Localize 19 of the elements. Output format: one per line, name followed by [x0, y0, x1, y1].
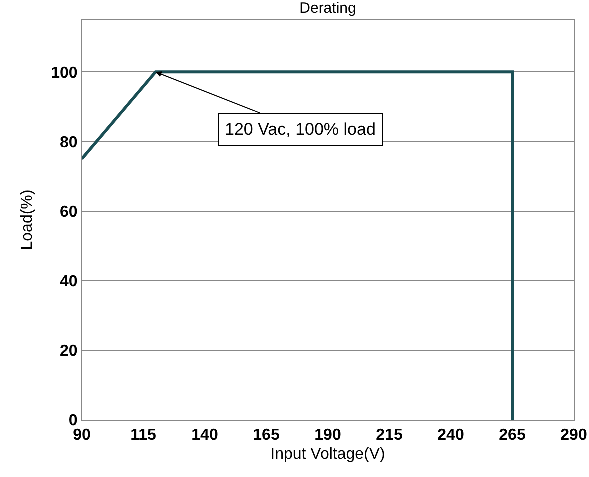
- y-tick-label: 40: [60, 273, 78, 290]
- y-tick-label: 100: [51, 64, 78, 82]
- y-tick-label: 60: [60, 204, 78, 221]
- y-axis-title: Load(%): [18, 190, 36, 250]
- x-tick-label: 165: [253, 427, 280, 444]
- x-axis-title: Input Voltage(V): [270, 446, 386, 463]
- x-tick-label: 265: [499, 427, 526, 444]
- x-tick-label: 240: [438, 427, 464, 444]
- x-tick-label: 190: [314, 427, 342, 444]
- x-tick-label: 90: [73, 427, 91, 444]
- x-tick-label: 290: [560, 427, 588, 444]
- y-tick-label: 80: [60, 134, 78, 152]
- chart-title: Derating: [300, 0, 356, 17]
- x-tick-label: 140: [192, 427, 218, 444]
- x-tick-label: 115: [130, 427, 157, 444]
- y-tick-label: 20: [60, 343, 78, 360]
- annotation: 120 Vac, 100% load: [225, 120, 376, 139]
- x-tick-label: 215: [376, 427, 403, 444]
- y-tick-label: 0: [68, 412, 78, 430]
